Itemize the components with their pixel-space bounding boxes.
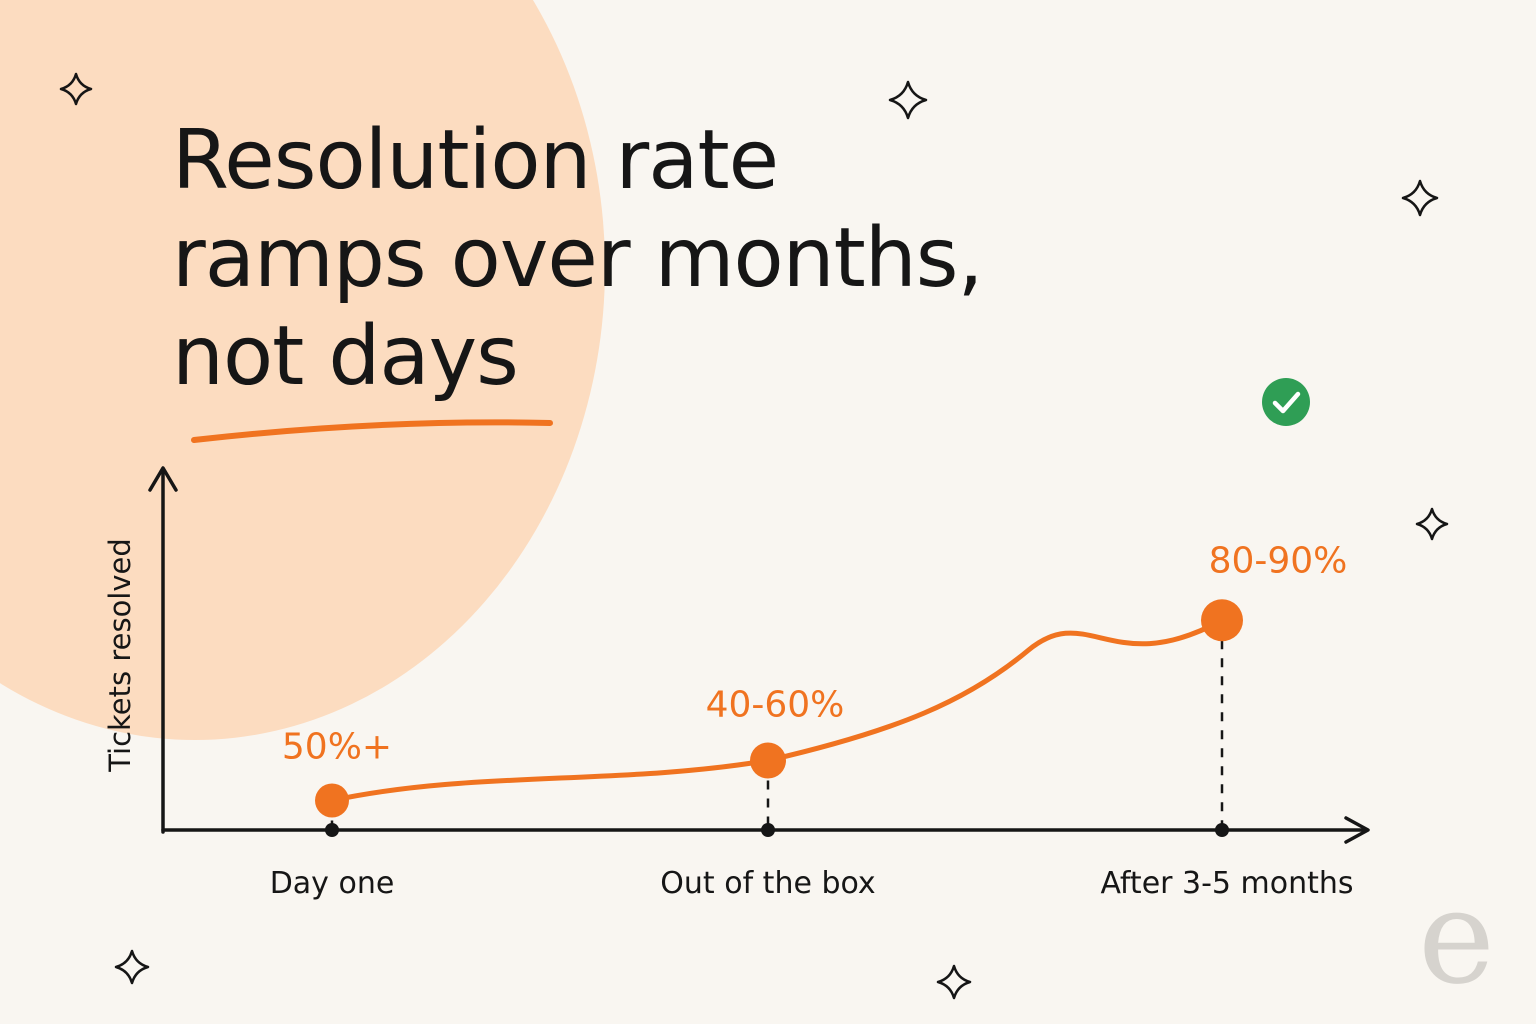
data-labels: 50%+ 40-60% 80-90% — [282, 540, 1348, 767]
sparkle-icons — [59, 72, 1449, 1000]
data-points — [315, 599, 1243, 818]
x-tick-dot — [1215, 823, 1229, 837]
x-tick-label: Day one — [270, 866, 395, 901]
series-line — [329, 617, 1225, 803]
x-tick-labels: Day one Out of the box After 3-5 months — [270, 866, 1354, 901]
title-underline — [191, 419, 553, 443]
sparkle-icon — [59, 72, 93, 106]
title-line-1: Resolution rate — [172, 113, 779, 208]
chart-title: Resolution rate ramps over months, not d… — [172, 112, 984, 406]
y-axis-label: Tickets resolved — [103, 538, 137, 773]
watermark-logo: e — [1418, 861, 1495, 1013]
x-tick-dot — [761, 823, 775, 837]
data-label: 40-60% — [706, 685, 845, 726]
data-label: 50%+ — [282, 727, 392, 768]
sparkle-icon — [114, 949, 150, 985]
y-axis-arrow — [148, 466, 178, 492]
title-line-3: not days — [172, 309, 519, 404]
guide-lines — [325, 640, 1229, 837]
data-point — [315, 783, 349, 818]
title-line-2: ramps over months, — [172, 211, 984, 306]
sparkle-icon — [888, 80, 928, 120]
data-point — [750, 742, 786, 779]
x-tick-label: After 3-5 months — [1100, 866, 1353, 901]
data-label: 80-90% — [1209, 540, 1348, 581]
x-tick-label: Out of the box — [660, 866, 875, 901]
x-axis-arrow — [1344, 816, 1370, 844]
sparkle-icon — [936, 964, 972, 1000]
x-tick-dot — [325, 823, 339, 837]
check-circle-icon — [1262, 378, 1310, 426]
sparkle-icon — [1401, 179, 1439, 217]
sparkle-icon — [1415, 507, 1449, 541]
data-point — [1201, 599, 1243, 642]
